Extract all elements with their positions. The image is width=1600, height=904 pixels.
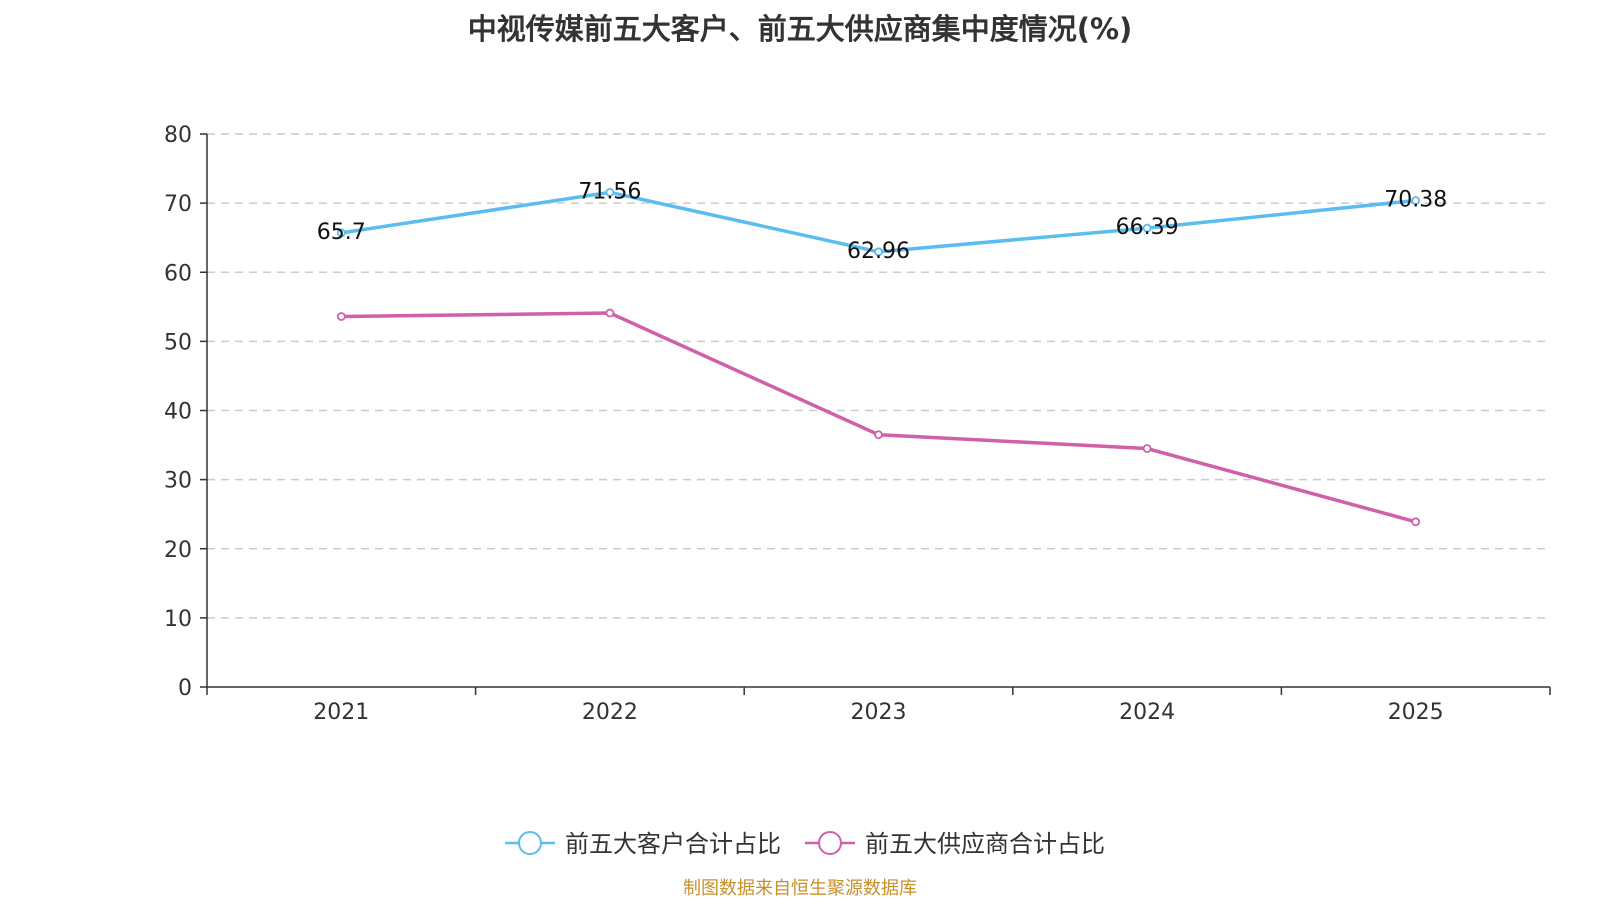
y-tick-label: 50 [164,330,192,355]
data-point [1411,196,1421,205]
y-tick-label: 80 [164,123,192,148]
x-tick-label: 2024 [1119,700,1175,725]
y-tick-label: 0 [178,676,192,701]
series-line-2 [341,311,1417,524]
legend-marker [518,831,542,855]
chart-title: 中视传媒前五大客户、前五大供应商集中度情况(%) [467,12,1133,46]
source-note: 制图数据来自恒生聚源数据库 [683,878,917,899]
x-tick-label: 2022 [582,700,638,725]
data-label: 62.96 [847,239,910,264]
legend-label: 前五大供应商合计占比 [865,830,1105,858]
y-tick-label: 70 [164,192,192,217]
data-point [336,228,346,238]
data-label: 71.56 [578,179,641,204]
data-point [605,187,615,197]
y-tick-label: 40 [164,400,192,425]
data-point [1142,223,1152,233]
x-tick-label: 2021 [313,700,369,725]
legend-label: 前五大客户合计占比 [565,830,781,858]
x-tick-label: 2023 [851,700,907,725]
data-label: 65.7 [317,220,366,245]
y-tick-label: 20 [164,538,192,563]
data-point [605,308,615,318]
y-tick-label: 10 [164,607,192,632]
data-point [1142,444,1152,453]
data-point [336,312,346,321]
data-point [874,430,883,440]
legend-marker [818,831,842,855]
data-label: 66.39 [1116,215,1179,240]
x-tick-label: 2025 [1388,700,1444,725]
y-tick-label: 30 [164,469,192,494]
data-label: 70.38 [1384,187,1447,212]
data-point [874,247,883,257]
data-point [1411,517,1421,527]
y-tick-label: 60 [164,261,192,286]
